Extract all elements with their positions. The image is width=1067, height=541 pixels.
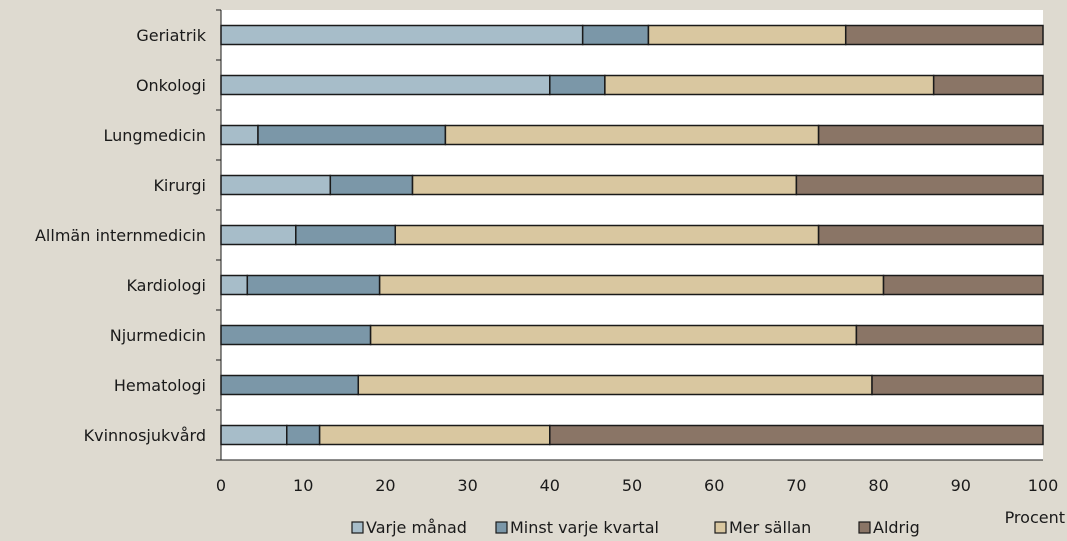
category-label: Kardiologi: [126, 276, 206, 295]
x-tick-label: 70: [786, 476, 806, 495]
category-label: Kirurgi: [153, 176, 206, 195]
category-label: Lungmedicin: [104, 126, 206, 145]
category-label: Allmän internmedicin: [35, 226, 206, 245]
x-tick-label: 0: [216, 476, 226, 495]
bar-segment-2: [220, 324, 372, 346]
legend-swatch: [714, 521, 727, 534]
bar-segment-4: [882, 274, 1044, 296]
x-tick-label: 40: [540, 476, 560, 495]
x-tick-label: 90: [951, 476, 971, 495]
bar-segment-4: [855, 324, 1044, 346]
x-tick-label: 10: [293, 476, 313, 495]
bar-segment-2: [257, 124, 447, 146]
category-label: Onkologi: [136, 76, 206, 95]
bar-segment-1: [220, 24, 584, 46]
bar-segment-3: [411, 174, 798, 196]
legend-label: Mer sällan: [729, 518, 811, 537]
category-label: Geriatrik: [136, 26, 206, 45]
bar-segment-1: [220, 124, 259, 146]
x-tick-label: 60: [704, 476, 724, 495]
bar-segment-4: [844, 24, 1044, 46]
bar-segment-4: [817, 124, 1044, 146]
bar-segment-2: [286, 424, 321, 446]
category-labels-group: Geriatrik Onkologi Lungmedicin Kirurgi Allmä…: [35, 26, 207, 445]
category-label: Hematologi: [114, 376, 206, 395]
x-tick-label: 30: [457, 476, 477, 495]
bar-segment-1: [220, 224, 297, 246]
bar-segment-4: [549, 424, 1044, 446]
bar-segment-1: [220, 424, 288, 446]
bar-segment-4: [795, 174, 1044, 196]
bar-segment-1: [220, 174, 332, 196]
legend-label: Minst varje kvartal: [510, 518, 659, 537]
bars-group: [220, 24, 1044, 446]
legend: Varje månad Minst varje kvartal Mer sällan…: [351, 518, 920, 537]
bar-segment-2: [246, 274, 381, 296]
legend-label: Varje månad: [366, 518, 467, 537]
legend-swatch: [495, 521, 508, 534]
tick-labels-group: 0 10 20 30 40 50 60 70 80 90 100: [216, 476, 1058, 495]
bar-segment-1: [220, 74, 551, 96]
bar-segment-3: [394, 224, 820, 246]
x-tick-label: 100: [1028, 476, 1059, 495]
category-label: Njurmedicin: [110, 326, 206, 345]
category-label: Kvinnosjukvård: [84, 426, 206, 445]
x-tick-label: 20: [375, 476, 395, 495]
bar-segment-4: [817, 224, 1044, 246]
bar-segment-3: [318, 424, 551, 446]
bar-segment-3: [378, 274, 885, 296]
bar-segment-2: [295, 224, 397, 246]
legend-label: Aldrig: [873, 518, 920, 537]
bar-segment-3: [647, 24, 847, 46]
x-tick-label: 80: [868, 476, 888, 495]
bar-segment-2: [220, 374, 360, 396]
bar-segment-2: [581, 24, 650, 46]
bar-segment-3: [369, 324, 858, 346]
legend-swatch: [351, 521, 364, 534]
axes-group: [216, 9, 1043, 461]
bar-segment-4: [871, 374, 1044, 396]
bar-segment-2: [549, 74, 606, 96]
bar-segment-3: [357, 374, 873, 396]
legend-swatch: [858, 521, 871, 534]
x-axis-label: Procent: [1005, 508, 1065, 527]
bar-segment-1: [220, 274, 249, 296]
bar-segment-3: [444, 124, 820, 146]
x-tick-label: 50: [622, 476, 642, 495]
bar-segment-2: [329, 174, 414, 196]
bar-segment-3: [604, 74, 935, 96]
bar-segment-4: [932, 74, 1044, 96]
